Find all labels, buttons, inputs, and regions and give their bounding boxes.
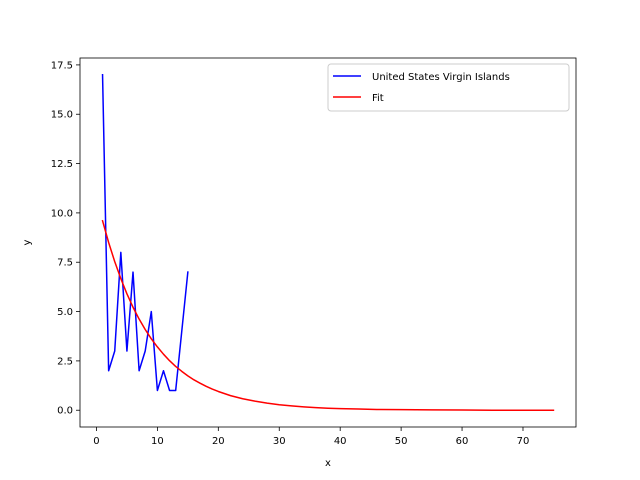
legend: United States Virgin Islands Fit (327, 63, 570, 112)
y-tick-label: 5.0 (57, 307, 73, 318)
x-tick-label: 60 (456, 436, 469, 447)
y-tick-label: 15.0 (51, 110, 73, 121)
x-tick-label: 70 (517, 436, 530, 447)
x-tick-label: 10 (151, 436, 164, 447)
y-tick-label: 0.0 (57, 406, 73, 417)
y-axis-label: y (22, 239, 33, 245)
series-line-1 (101, 74, 189, 392)
x-axis-ticks: 0 10 20 30 40 50 60 70 (93, 427, 529, 447)
x-tick-label: 40 (334, 436, 347, 447)
legend-label-series-1: United States Virgin Islands (372, 72, 510, 83)
x-tick-label: 0 (93, 436, 99, 447)
y-tick-label: 17.5 (51, 60, 73, 71)
plot-frame (79, 57, 577, 428)
x-tick-label: 50 (395, 436, 408, 447)
series-layer (101, 74, 555, 411)
x-tick-label: 30 (273, 436, 286, 447)
y-tick-label: 10.0 (51, 208, 73, 219)
x-axis-label: x (325, 458, 331, 469)
y-axis-ticks: 0.0 2.5 5.0 7.5 10.0 12.5 15.0 17.5 (51, 60, 80, 417)
y-tick-label: 7.5 (57, 258, 73, 269)
legend-label-series-2: Fit (372, 93, 384, 104)
y-tick-label: 2.5 (57, 356, 73, 367)
x-tick-label: 20 (212, 436, 225, 447)
series-line-2 (101, 219, 555, 411)
y-tick-label: 12.5 (51, 159, 73, 170)
legend-box (327, 63, 570, 112)
plot-area (80, 58, 576, 427)
